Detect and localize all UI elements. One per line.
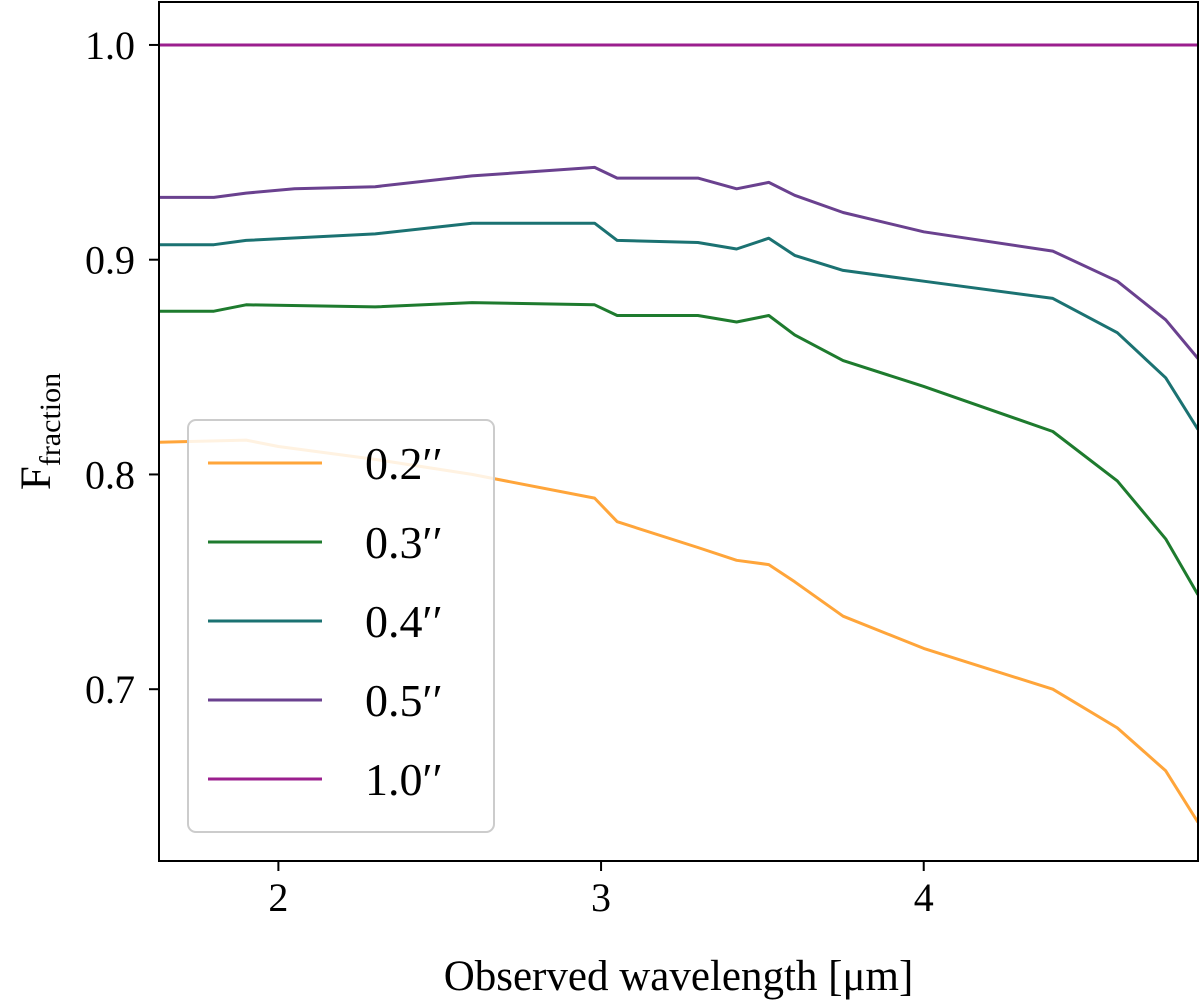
axes-frame — [158, 1, 1199, 862]
y-tick-label-1: 0.8 — [85, 452, 135, 497]
y-axis-label-main: F — [13, 466, 60, 490]
y-tick-label-3: 1.0 — [85, 23, 135, 68]
axes-layer: 2 3 4 0.7 0.8 0.9 1.0 Observed wavelength [μm] F… — [13, 1, 1199, 1000]
series-layer — [159, 43, 1198, 824]
legend-label-1: 0.3′′ — [365, 517, 443, 568]
legend-box — [187, 419, 495, 833]
x-tick-label-2: 4 — [914, 875, 934, 920]
legend-label-4: 1.0′′ — [365, 754, 443, 805]
series-line-3 — [159, 165, 1198, 360]
legend-label-3: 0.5′′ — [365, 675, 443, 726]
x-tick-label-1: 3 — [591, 875, 611, 920]
series-line-2 — [159, 221, 1198, 431]
legend-label-0: 0.2′′ — [365, 438, 443, 489]
x-axis-label: Observed wavelength [μm] — [444, 953, 914, 1000]
x-tick-label-0: 2 — [268, 875, 288, 920]
y-axis-label: Ffraction — [13, 373, 67, 490]
series-line-1 — [159, 301, 1198, 596]
legend-label-2: 0.4′′ — [365, 596, 443, 647]
y-tick-label-0: 0.7 — [85, 667, 135, 712]
y-tick-label-2: 0.9 — [85, 238, 135, 283]
y-axis-label-subscript: fraction — [34, 373, 67, 466]
legend: 0.2′′ 0.3′′ 0.4′′ 0.5′′ 1.0′′ — [187, 419, 495, 833]
